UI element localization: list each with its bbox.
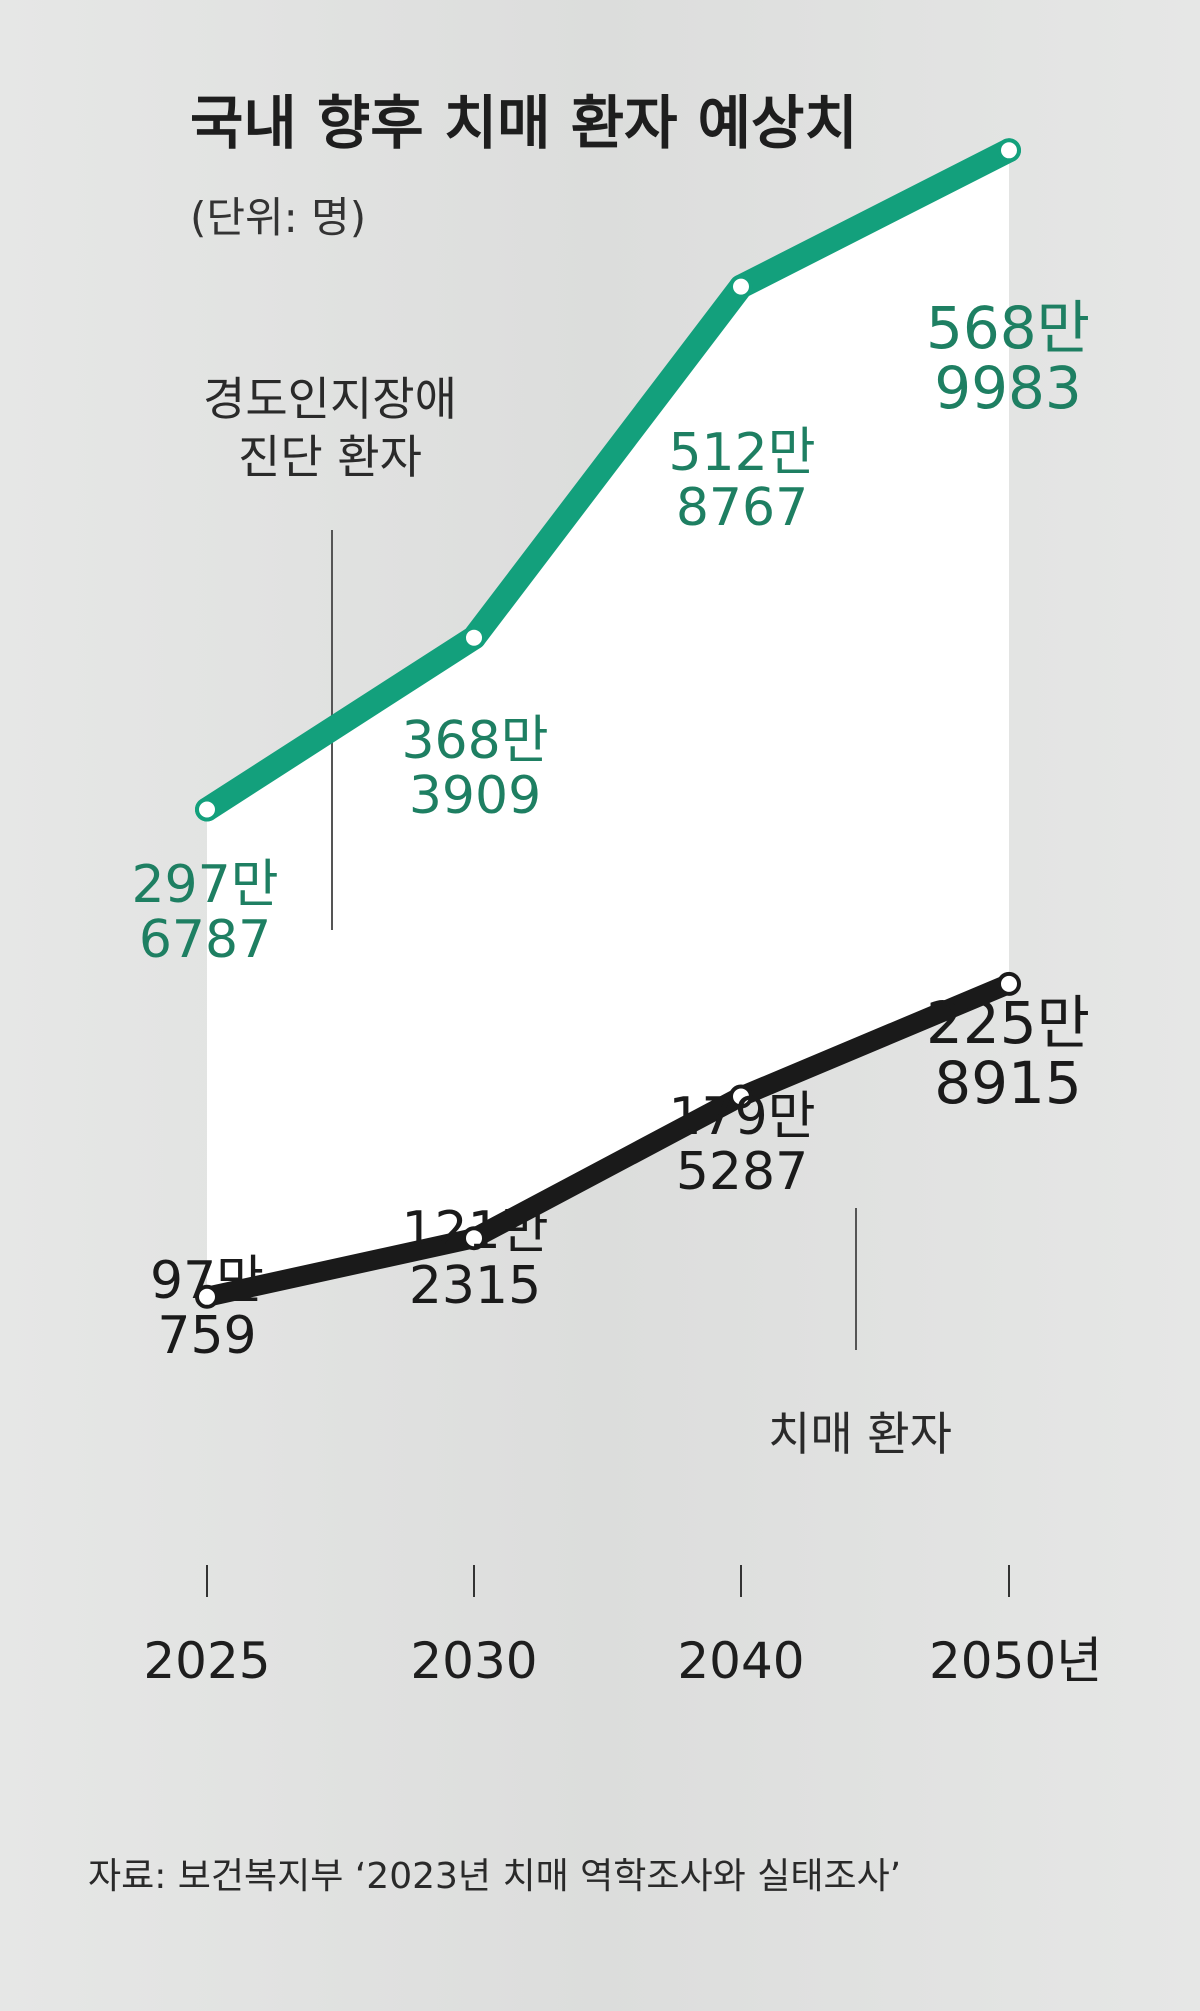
data-label: 568만 [926, 294, 1090, 362]
data-label: 8915 [934, 1049, 1082, 1117]
x-tick-label: 2040 [677, 1632, 804, 1690]
data-label: 297만 [131, 855, 278, 915]
data-label: 2315 [409, 1256, 541, 1316]
series-line [195, 138, 1021, 822]
chart-subtitle: (단위: 명) [190, 193, 366, 242]
data-point [195, 1284, 219, 1309]
data-label: 8767 [676, 478, 808, 538]
data-point [997, 971, 1021, 996]
data-label: 9983 [934, 354, 1082, 422]
data-label: 368만 [401, 711, 548, 771]
data-label: 759 [157, 1306, 256, 1366]
source-note: 자료: 보건복지부 ‘2023년 치매 역학조사와 실태조사’ [88, 1856, 901, 1897]
data-label: 512만 [668, 423, 815, 483]
data-label: 97만 [150, 1251, 264, 1311]
data-label: 225만 [926, 989, 1090, 1057]
x-tick-label: 2050년 [929, 1632, 1102, 1690]
data-label: 121만 [401, 1201, 548, 1261]
data-label: 5287 [676, 1142, 808, 1202]
data-point [997, 138, 1021, 163]
data-point [729, 274, 753, 299]
series-name: 치매 환자 [768, 1407, 952, 1461]
data-point [462, 625, 486, 650]
chart-title: 국내 향후 치매 환자 예상치 [190, 89, 858, 157]
series-line [197, 973, 1019, 1307]
data-label: 6787 [139, 910, 271, 970]
data-label: 179만 [668, 1087, 815, 1147]
series-name: 경도인지장애 [203, 372, 457, 426]
data-point [195, 797, 219, 822]
data-point [729, 1084, 753, 1109]
series-name: 진단 환자 [238, 430, 422, 484]
data-point [462, 1226, 486, 1251]
x-tick-label: 2030 [410, 1632, 537, 1690]
data-label: 3909 [409, 766, 541, 826]
x-tick-label: 2025 [143, 1632, 270, 1690]
area-fill [207, 150, 1009, 1297]
